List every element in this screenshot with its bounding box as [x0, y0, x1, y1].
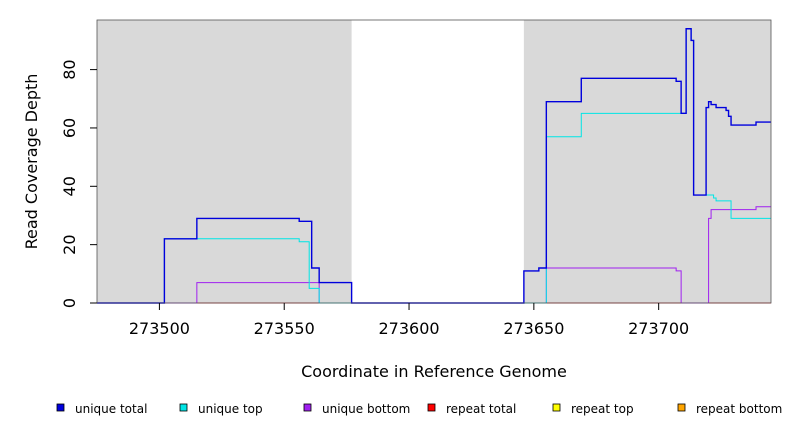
x-tick-label: 273650 — [503, 319, 564, 338]
y-axis: 0 20 40 60 80 — [60, 59, 97, 308]
x-tick-label: 273550 — [254, 319, 315, 338]
x-tick-label: 273700 — [628, 319, 689, 338]
legend-swatch-repeat-total — [427, 403, 436, 412]
legend-label-unique-total: unique total — [75, 402, 147, 416]
shaded-region-2 — [523, 20, 771, 303]
legend-label-unique-top: unique top — [198, 402, 263, 416]
legend-swatch-unique-top — [179, 403, 188, 412]
y-tick-label: 0 — [60, 298, 79, 308]
series-line-unique-total — [97, 28, 771, 304]
x-axis-title: Coordinate in Reference Genome — [301, 362, 567, 381]
y-tick-label: 40 — [60, 176, 79, 196]
plot-area-frame — [96, 19, 772, 304]
shaded-regions — [97, 20, 771, 303]
legend-label-repeat-bottom: repeat bottom — [696, 402, 782, 416]
y-tick-label: 80 — [60, 59, 79, 79]
legend: unique total unique top unique bottom repea… — [56, 402, 782, 416]
legend-swatch-repeat-top — [552, 403, 561, 412]
x-axis: 273500 273550 273600 273650 273700 — [129, 303, 689, 338]
legend-swatch-unique-total — [56, 403, 65, 412]
x-tick-label: 273500 — [129, 319, 190, 338]
series-line-unique-bottom — [97, 206, 771, 304]
legend-label-repeat-total: repeat total — [446, 402, 516, 416]
y-tick-label: 60 — [60, 118, 79, 138]
legend-swatch-repeat-bottom — [677, 403, 686, 412]
legend-label-unique-bottom: unique bottom — [322, 402, 410, 416]
y-axis-title: Read Coverage Depth — [22, 74, 41, 250]
y-tick-label: 20 — [60, 234, 79, 254]
x-tick-label: 273600 — [378, 319, 439, 338]
shaded-region-1 — [97, 20, 352, 303]
legend-label-repeat-top: repeat top — [571, 402, 634, 416]
legend-swatch-unique-bottom — [303, 403, 312, 412]
